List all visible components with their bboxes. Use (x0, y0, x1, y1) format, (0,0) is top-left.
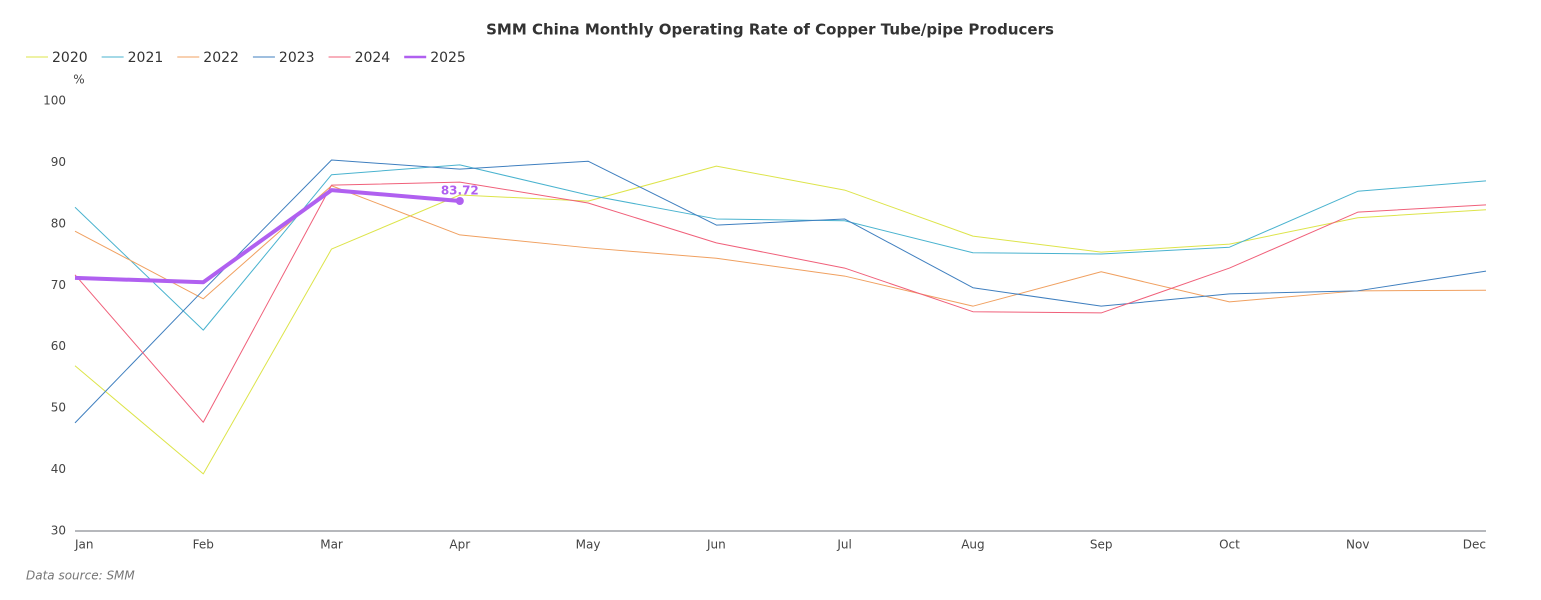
legend-label: 2021 (128, 50, 164, 66)
x-tick-label: Aug (961, 538, 984, 552)
legend-label: 2025 (430, 50, 466, 66)
x-tick-label: Feb (193, 538, 214, 552)
x-tick-label: Sep (1090, 538, 1113, 552)
x-tick-label: Jan (74, 538, 94, 552)
x-tick-label: Apr (449, 538, 470, 552)
y-tick-label: 90 (51, 155, 66, 169)
y-tick-label: 60 (51, 339, 66, 353)
y-tick-label: 100 (43, 94, 66, 108)
data-label: 83.72 (441, 184, 479, 198)
x-tick-label: May (576, 538, 601, 552)
series-line (74, 181, 1487, 423)
legend-label: 2024 (355, 50, 391, 66)
x-tick-label: Jul (836, 538, 851, 552)
y-axis-label: % (73, 73, 84, 87)
y-tick-label: 70 (51, 278, 66, 292)
source: Data source: SMM (26, 569, 135, 583)
y-tick-label: 80 (51, 216, 66, 230)
series-line (74, 159, 1487, 424)
x-tick-label: Jun (706, 538, 726, 552)
series-line (74, 185, 1487, 307)
legend-label: 2020 (52, 50, 88, 66)
x-tick-label: Mar (320, 538, 343, 552)
series-line (74, 165, 1487, 475)
x-tick-label: Oct (1219, 538, 1240, 552)
series-line (74, 188, 460, 285)
y-tick-label: 40 (51, 462, 66, 476)
y-tick-label: 50 (51, 401, 66, 415)
x-tick-label: Nov (1346, 538, 1369, 552)
legend-label: 2022 (203, 50, 239, 66)
series-line (74, 164, 1487, 331)
chart-title: SMM China Monthly Operating Rate of Copp… (486, 21, 1054, 39)
x-tick-label: Dec (1463, 538, 1486, 552)
legend-label: 2023 (279, 50, 315, 66)
y-tick-label: 30 (51, 524, 66, 538)
point (455, 197, 464, 206)
